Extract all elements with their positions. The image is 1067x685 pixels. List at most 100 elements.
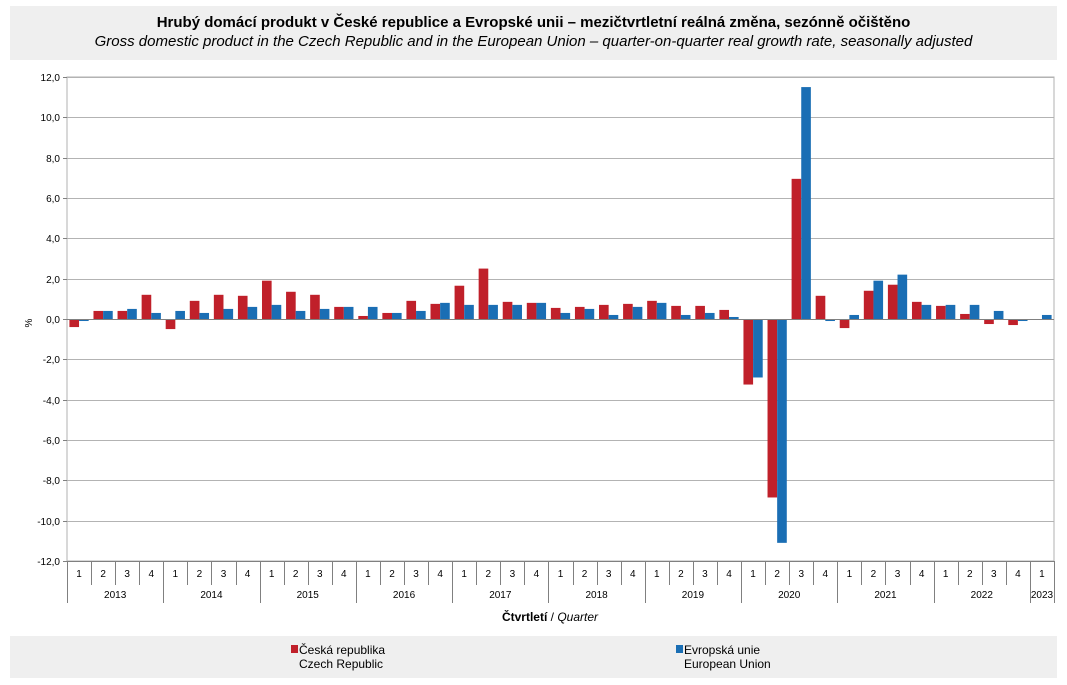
bar-czech-republic: [165, 319, 176, 330]
bar-european-union: [632, 306, 643, 319]
bar-czech-republic: [887, 284, 898, 319]
bar-czech-republic: [261, 280, 272, 319]
bar-chart: 12,0 10,0 8,0 6,0 4,0 2,0 0,0 -2,0 -4,0 -6,0 -8,0 -…: [24, 73, 1055, 624]
x-tick-label-quarter: 1: [269, 569, 275, 580]
x-tick-label-quarter: 4: [630, 569, 636, 580]
bar-european-union: [1041, 314, 1052, 319]
x-tick-label-year: 2013: [104, 590, 127, 601]
bar-european-union: [151, 312, 161, 319]
x-tick-label-quarter: 4: [148, 569, 154, 580]
bar-czech-republic: [839, 319, 850, 329]
bar-czech-republic: [960, 313, 970, 319]
y-axis-label: %: [24, 318, 35, 327]
bar-european-union: [969, 304, 980, 319]
x-tick-label-quarter: 2: [389, 569, 395, 580]
x-tick-label-quarter: 3: [317, 569, 323, 580]
x-tick-label-year: 2015: [297, 590, 320, 601]
bar-czech-republic: [382, 312, 392, 319]
x-tick-label-year: 2021: [874, 590, 897, 601]
bar-european-union: [79, 319, 89, 322]
bar-czech-republic: [478, 268, 489, 319]
y-tick-label: -10,0: [37, 517, 60, 528]
bar-czech-republic: [358, 315, 368, 319]
bar-european-union: [488, 304, 498, 319]
bar-european-union: [560, 312, 571, 319]
bar-european-union: [391, 312, 402, 319]
x-tick-label-quarter: 1: [76, 569, 82, 580]
x-tick-label-year: 2019: [682, 590, 705, 601]
y-tick-label: 4,0: [46, 234, 60, 245]
bar-european-union: [223, 308, 234, 319]
bar-european-union: [103, 310, 113, 319]
bar-czech-republic: [117, 310, 128, 319]
x-tick-label-quarter: 2: [485, 569, 491, 580]
bar-czech-republic: [526, 302, 537, 319]
x-tick-label-quarter: 4: [534, 569, 540, 580]
legend-label-en: European Union: [684, 657, 771, 671]
x-tick-label-quarter: 4: [437, 569, 443, 580]
bar-european-union: [945, 304, 956, 319]
y-tick-label: 0,0: [46, 315, 60, 326]
bar-czech-republic: [695, 305, 705, 319]
bar-czech-republic: [430, 303, 441, 319]
y-tick-label: 10,0: [41, 113, 61, 124]
bar-european-union: [849, 314, 860, 319]
legend-label-czech-republic: Česká republika Czech Republic: [299, 643, 385, 671]
x-tick-label-year: 2020: [778, 590, 801, 601]
bar-czech-republic: [1008, 319, 1018, 326]
legend-swatch-european-union: [676, 645, 683, 653]
bar-czech-republic: [69, 319, 80, 328]
x-tick-label-quarter: 4: [823, 569, 829, 580]
bar-czech-republic: [815, 295, 826, 319]
bar-european-union: [295, 310, 306, 319]
x-tick-label-quarter: 4: [245, 569, 251, 580]
x-tick-label-quarter: 3: [510, 569, 516, 580]
y-tick-label: 12,0: [41, 73, 61, 84]
bar-european-union: [271, 304, 282, 319]
x-tick-label-quarter: 1: [365, 569, 371, 580]
x-tick-label-quarter: 3: [798, 569, 804, 580]
bar-european-union: [825, 319, 835, 322]
legend-label-en: Czech Republic: [299, 657, 384, 671]
bar-czech-republic: [767, 319, 778, 498]
bar-european-union: [199, 312, 210, 319]
bar-european-union: [993, 310, 1004, 319]
bar-czech-republic: [719, 309, 730, 319]
bar-czech-republic: [791, 178, 802, 319]
y-tick-label: -8,0: [43, 476, 61, 487]
x-tick-label-quarter: 1: [943, 569, 949, 580]
bar-european-union: [1017, 319, 1028, 322]
bar-european-union: [777, 319, 787, 543]
bar-european-union: [440, 302, 450, 319]
x-tick-label-quarter: 3: [991, 569, 997, 580]
chart-title-cz: Hrubý domácí produkt v České republice a…: [156, 14, 911, 31]
bar-czech-republic: [93, 310, 104, 319]
x-tick-label-quarter: 2: [678, 569, 684, 580]
bar-czech-republic: [671, 305, 681, 319]
x-tick-label-quarter: 2: [293, 569, 299, 580]
bar-czech-republic: [213, 294, 224, 319]
chart-title-en: Gross domestic product in the Czech Repu…: [94, 33, 973, 50]
bar-european-union: [873, 280, 884, 319]
bar-european-union: [127, 308, 137, 319]
bar-czech-republic: [911, 301, 922, 319]
bar-czech-republic: [936, 305, 946, 319]
bar-czech-republic: [334, 306, 344, 319]
bar-czech-republic: [599, 304, 609, 319]
legend-label-cz: Evropská unie: [684, 643, 761, 657]
x-tick-label-quarter: 2: [100, 569, 106, 580]
bar-czech-republic: [189, 300, 200, 319]
bar-european-union: [512, 304, 522, 319]
bar-czech-republic: [310, 294, 320, 319]
bar-european-union: [319, 308, 330, 319]
bar-european-union: [729, 316, 739, 319]
x-tick-label-quarter: 1: [1039, 569, 1045, 580]
x-tick-label-quarter: 3: [413, 569, 419, 580]
bar-czech-republic: [141, 294, 152, 319]
bar-czech-republic: [623, 303, 633, 319]
x-tick-label-quarter: 2: [871, 569, 877, 580]
chart-title-box: Hrubý domácí produkt v České republice a…: [10, 6, 1057, 60]
y-tick-label: 2,0: [46, 275, 60, 286]
x-tick-label-quarter: 2: [197, 569, 203, 580]
x-tick-label-quarter: 1: [558, 569, 564, 580]
